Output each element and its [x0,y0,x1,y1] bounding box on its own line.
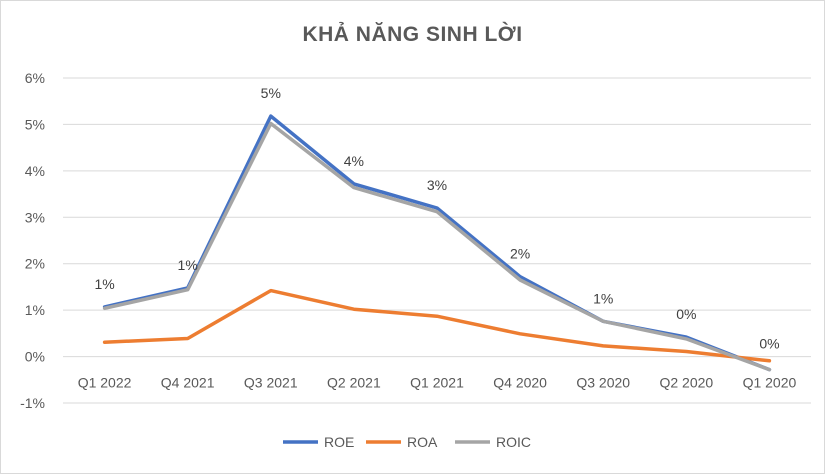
data-label: 0% [759,336,779,352]
chart-title: KHẢ NĂNG SINH LỜI [302,23,523,46]
legend-label-roe: ROE [324,434,354,450]
x-tick-label: Q4 2020 [493,375,547,391]
x-tick-label: Q2 2021 [327,375,381,391]
series-line-roe [102,114,772,372]
x-tick-label: Q2 2020 [659,375,713,391]
data-label: 2% [510,246,530,262]
data-label: 1% [593,290,613,306]
series-line-roa [102,288,772,363]
x-tick-label: Q1 2020 [743,375,797,391]
y-tick-label: 1% [25,302,45,318]
series-line-roic [102,121,772,372]
y-tick-label: 0% [25,349,45,365]
legend-label-roa: ROA [407,434,438,450]
data-label: 4% [344,153,364,169]
data-label: 1% [94,276,114,292]
data-label: 5% [261,85,281,101]
x-tick-label: Q3 2021 [244,375,298,391]
y-tick-label: 2% [25,256,45,272]
y-tick-label: 6% [25,70,45,86]
data-label: 1% [178,257,198,273]
legend-label-roic: ROIC [496,434,531,450]
x-tick-label: Q1 2022 [78,375,132,391]
x-tick-label: Q3 2020 [576,375,630,391]
x-tick-label: Q1 2021 [410,375,464,391]
y-tick-label: 5% [25,116,45,132]
data-label: 3% [427,177,447,193]
x-tick-label: Q4 2021 [161,375,215,391]
y-tick-label: 4% [25,163,45,179]
data-label: 0% [676,306,696,322]
y-tick-label: 3% [25,209,45,225]
y-tick-label: -1% [20,395,45,411]
